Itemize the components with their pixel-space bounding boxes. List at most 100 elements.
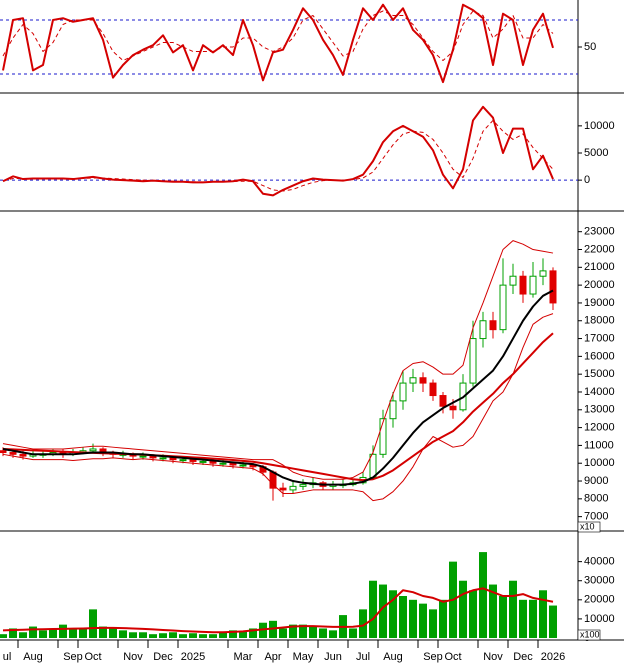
y-tick-label: 10000 xyxy=(584,457,615,469)
candle-body xyxy=(279,487,287,491)
volume-bar xyxy=(309,626,317,638)
candle-body xyxy=(519,275,527,295)
volume-bar xyxy=(79,628,87,638)
candle-body xyxy=(19,453,27,457)
x-tick-label: Mar xyxy=(234,651,253,663)
y-tick-label: 10000 xyxy=(584,120,615,132)
volume-bar xyxy=(199,634,207,638)
volume-bar xyxy=(69,628,77,638)
volume-bar xyxy=(359,609,367,638)
x-tick-label: Nov xyxy=(483,651,503,663)
y-tick-label: 20000 xyxy=(584,279,615,291)
unit-label: x10 xyxy=(580,521,595,531)
x-tick-label: 2025 xyxy=(181,651,205,663)
volume-bar xyxy=(99,626,107,638)
candle-body xyxy=(389,400,397,420)
x-tick-label: 2026 xyxy=(541,651,565,663)
volume-bar xyxy=(129,632,137,638)
x-tick-label: Jun xyxy=(324,651,342,663)
volume-bar xyxy=(29,626,37,638)
candle-body xyxy=(379,418,387,455)
volume-bar xyxy=(369,580,377,638)
y-tick-label: 7000 xyxy=(584,511,608,523)
volume-bar xyxy=(239,631,247,638)
x-tick-label: Dec xyxy=(153,651,173,663)
x-tick-label: Jul xyxy=(356,651,370,663)
candle-body xyxy=(439,395,447,407)
candle-body xyxy=(369,453,377,478)
volume-bar xyxy=(139,632,147,638)
x-tick-label: Oct xyxy=(444,651,461,663)
volume-bar xyxy=(19,632,27,638)
candle-body xyxy=(399,382,407,402)
volume-bar xyxy=(279,628,287,638)
indicator-line xyxy=(2,240,554,480)
y-tick-label: 22000 xyxy=(584,243,615,255)
volume-bar xyxy=(159,633,167,638)
volume-bar xyxy=(499,596,507,638)
volume-bar xyxy=(349,628,357,638)
indicator-line xyxy=(2,3,554,84)
x-tick-label: Aug xyxy=(23,651,43,663)
candle-body xyxy=(179,459,187,462)
y-tick-label: 12000 xyxy=(584,422,615,434)
x-tick-label: Dec xyxy=(513,651,533,663)
y-tick-label: 15000 xyxy=(584,368,615,380)
candle-body xyxy=(159,457,167,460)
y-tick-label: 8000 xyxy=(584,493,608,505)
x-tick-label: Nov xyxy=(123,651,143,663)
unit-box xyxy=(577,521,601,533)
candle-body xyxy=(409,377,417,384)
y-tick-label: 20000 xyxy=(584,594,615,606)
indicator-line xyxy=(2,119,554,192)
volume-bar xyxy=(39,630,47,638)
x-tick-label: Apr xyxy=(264,651,281,663)
y-tick-label: 13000 xyxy=(584,404,615,416)
volume-bar xyxy=(249,628,257,638)
volume-bar xyxy=(519,599,527,638)
volume-bar xyxy=(0,634,7,638)
volume-bar xyxy=(149,634,157,638)
volume-bar xyxy=(469,590,477,638)
volume-bar xyxy=(9,628,17,638)
candle-body xyxy=(199,460,207,463)
y-tick-label: 21000 xyxy=(584,261,615,273)
x-tick-label: Oct xyxy=(84,651,101,663)
x-tick-label: Sep xyxy=(63,651,83,663)
y-tick-label: 23000 xyxy=(584,226,615,238)
volume-bar xyxy=(419,603,427,638)
x-tick-label: May xyxy=(293,651,314,663)
y-tick-label: 40000 xyxy=(584,556,615,568)
indicator-line xyxy=(2,313,554,502)
volume-bar xyxy=(49,628,57,638)
indicator-line xyxy=(2,105,554,197)
volume-bar xyxy=(429,609,437,638)
candle-body xyxy=(89,448,97,452)
volume-bar xyxy=(529,599,537,638)
volume-bar xyxy=(59,624,67,638)
volume-bar xyxy=(219,632,227,638)
y-tick-label: 0 xyxy=(584,174,590,186)
volume-bar xyxy=(489,584,497,638)
x-tick-label: Aug xyxy=(383,651,403,663)
y-tick-label: 50 xyxy=(584,41,596,53)
candle-body xyxy=(529,275,537,295)
volume-bar xyxy=(319,628,327,638)
candle-body xyxy=(489,320,497,331)
y-tick-label: 14000 xyxy=(584,386,615,398)
candle-body xyxy=(239,464,247,467)
candle-body xyxy=(539,270,547,277)
candle-body xyxy=(549,270,557,304)
volume-bar xyxy=(479,552,487,638)
candle-body xyxy=(479,320,487,340)
candle-body xyxy=(9,452,17,455)
candle-body xyxy=(299,484,307,487)
candle-body xyxy=(289,485,297,491)
volume-bar xyxy=(329,630,337,638)
volume-bar xyxy=(169,632,177,638)
volume-bar xyxy=(539,590,547,638)
volume-bar xyxy=(459,580,467,638)
y-tick-label: 11000 xyxy=(584,439,614,451)
